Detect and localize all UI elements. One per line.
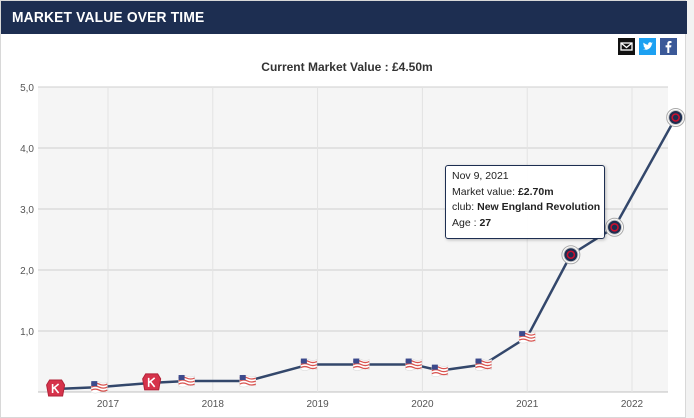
y-tick-label: 2,0 [20,266,34,277]
data-point-kansas-badge[interactable] [46,379,66,397]
twitter-icon [642,42,653,50]
y-tick-label: 4,0 [20,144,34,155]
twitter-share-button[interactable] [639,38,656,55]
x-tick-label: 2020 [411,399,434,410]
x-tick-label: 2022 [621,399,644,410]
data-point-us-flag[interactable] [405,358,422,371]
x-tick-label: 2017 [97,399,120,410]
facebook-share-button[interactable] [660,38,677,55]
data-point-us-flag[interactable] [300,358,318,371]
tooltip-market-value-label: Market value: [452,185,516,198]
data-point-us-flag[interactable] [178,374,195,388]
facebook-icon [665,41,672,53]
tooltip-age-label: Age : [452,216,477,229]
data-point-us-flag[interactable] [518,330,536,344]
data-point-us-flag[interactable] [431,364,449,377]
plot-area [38,87,668,392]
chart-tooltip: Nov 9, 2021 Market value: £2.70m club: N… [445,165,605,239]
data-point-us-flag[interactable] [239,374,257,388]
y-tick-label: 5,0 [20,83,34,94]
tooltip-date: Nov 9, 2021 [452,170,509,182]
panel-title: MARKET VALUE OVER TIME [12,9,205,26]
data-point-us-flag[interactable] [90,380,108,394]
tooltip-age: 27 [479,216,492,229]
tooltip-market-value: £2.70m [517,185,554,198]
y-tick-label: 3,0 [20,205,34,216]
mail-icon [620,42,633,51]
tooltip-club-label: club: [452,201,475,213]
data-point-us-flag[interactable] [475,358,492,371]
data-point-revolution-badge[interactable] [561,245,581,265]
data-point-kansas-badge[interactable] [142,373,162,391]
data-point-revolution-badge[interactable] [666,108,686,127]
data-point-revolution-badge[interactable] [605,217,625,237]
x-tick-label: 2019 [306,399,329,410]
mail-share-button[interactable] [618,38,635,55]
panel-header: MARKET VALUE OVER TIME [1,1,687,34]
x-tick-label: 2018 [202,399,225,410]
y-tick-label: 1,0 [20,327,34,338]
chart-title: Current Market Value : £4.50m [261,60,433,74]
x-tick-label: 2021 [516,399,539,410]
tooltip-club: New England Revolution [477,201,601,213]
data-point-us-flag[interactable] [352,358,370,371]
